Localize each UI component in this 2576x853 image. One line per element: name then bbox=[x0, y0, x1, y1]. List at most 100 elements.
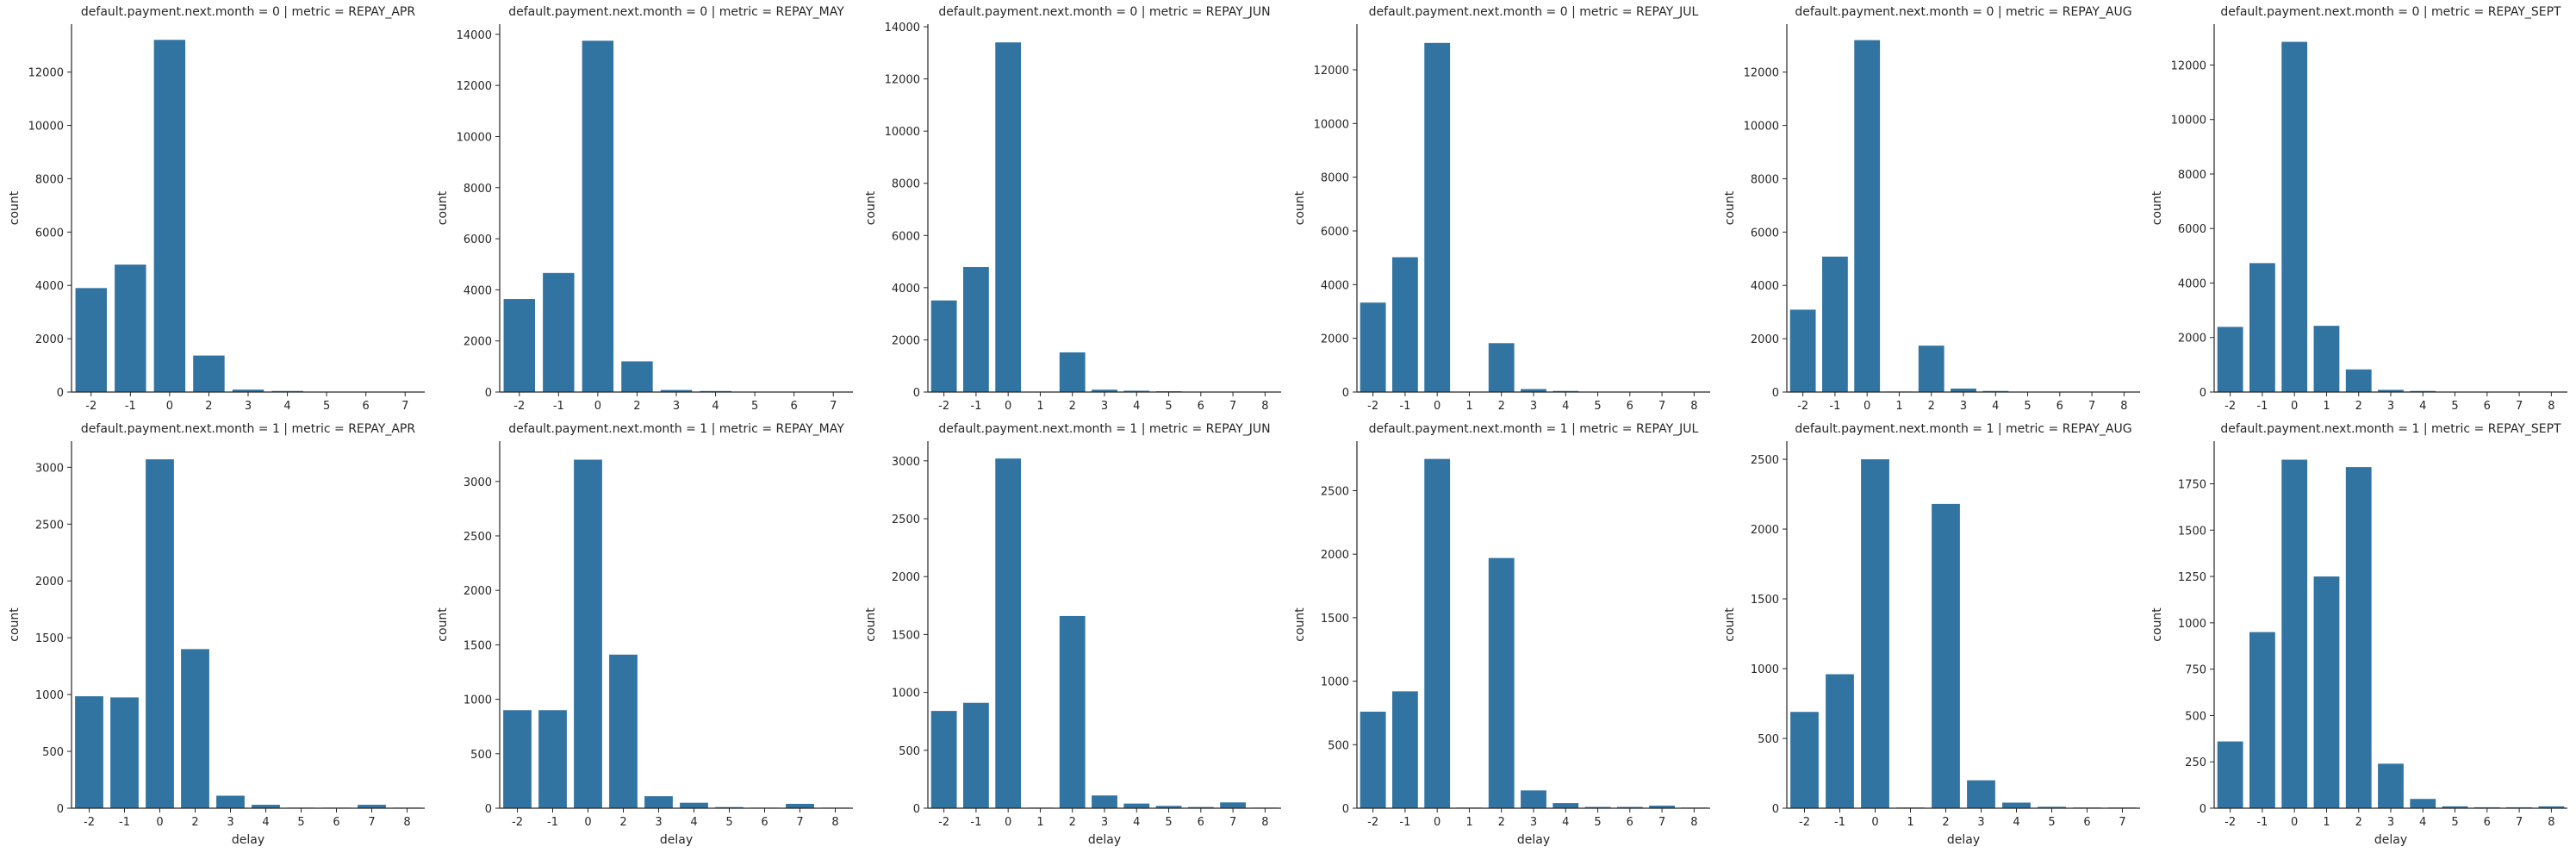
bar-8 bbox=[2538, 806, 2565, 808]
x-tick-label: 6 bbox=[1627, 400, 1633, 413]
x-tick-label: 1 bbox=[1036, 400, 1043, 413]
bar--2 bbox=[2217, 741, 2243, 808]
y-axis-label: count bbox=[864, 607, 878, 642]
y-tick-label: 4000 bbox=[1321, 279, 1349, 292]
y-tick-label: 2000 bbox=[35, 576, 64, 588]
x-tick-label: 7 bbox=[830, 400, 837, 413]
x-tick-label: 6 bbox=[363, 400, 370, 413]
bar-3 bbox=[660, 389, 693, 392]
x-tick-label: 3 bbox=[1530, 816, 1537, 829]
x-tick-label: 3 bbox=[1101, 400, 1108, 413]
x-tick-label: 3 bbox=[673, 400, 680, 413]
panel-title: default.payment.next.month = 0 | metric … bbox=[1795, 5, 2131, 19]
x-tick-label: -1 bbox=[970, 400, 981, 413]
y-tick-label: 4000 bbox=[464, 284, 492, 297]
x-tick-label: 3 bbox=[227, 816, 233, 829]
bar-3 bbox=[2378, 389, 2404, 392]
x-tick-label: 6 bbox=[761, 816, 768, 829]
y-tick-label: 0 bbox=[1342, 803, 1349, 816]
y-tick-label: 0 bbox=[57, 803, 64, 816]
x-tick-label: 5 bbox=[1594, 400, 1601, 413]
x-tick-label: -2 bbox=[1799, 816, 1810, 829]
x-axis-label: delay bbox=[1088, 833, 1121, 847]
chart-panel-3: default.payment.next.month = 0 | metric … bbox=[864, 5, 1281, 413]
y-tick-label: 12000 bbox=[28, 67, 64, 80]
bar--2 bbox=[930, 300, 957, 392]
y-tick-label: 3000 bbox=[35, 462, 64, 475]
bar-4 bbox=[2410, 390, 2436, 392]
bar-3 bbox=[1092, 795, 1117, 808]
x-axis-label: delay bbox=[660, 833, 693, 847]
bar--1 bbox=[963, 702, 989, 808]
chart-panel-2: default.payment.next.month = 0 | metric … bbox=[436, 5, 853, 413]
bar-5 bbox=[2038, 806, 2066, 808]
y-axis-label: count bbox=[8, 607, 22, 642]
bar-0 bbox=[574, 459, 602, 808]
bar-5 bbox=[1584, 806, 1611, 808]
chart-panel-12: default.payment.next.month = 1 | metric … bbox=[2150, 422, 2567, 847]
bar--1 bbox=[110, 697, 139, 808]
x-tick-label: 7 bbox=[1229, 816, 1236, 829]
x-axis-label: delay bbox=[1517, 833, 1550, 847]
y-tick-label: 2000 bbox=[2178, 333, 2206, 346]
bar--1 bbox=[1826, 674, 1854, 808]
y-tick-label: 250 bbox=[2185, 756, 2206, 769]
y-axis-label: count bbox=[8, 190, 22, 225]
x-tick-label: 7 bbox=[368, 816, 375, 829]
x-tick-label: -2 bbox=[2224, 816, 2236, 829]
chart-panel-7: default.payment.next.month = 1 | metric … bbox=[8, 422, 425, 847]
x-tick-label: 3 bbox=[2387, 816, 2394, 829]
x-tick-label: 4 bbox=[2419, 400, 2426, 413]
x-tick-label: -1 bbox=[125, 400, 136, 413]
y-tick-label: 1750 bbox=[2178, 478, 2206, 491]
y-tick-label: 8000 bbox=[2178, 169, 2206, 182]
bar--2 bbox=[1360, 302, 1386, 392]
x-tick-label: 0 bbox=[166, 400, 173, 413]
y-tick-label: 1500 bbox=[892, 629, 920, 642]
x-tick-label: -1 bbox=[1834, 816, 1845, 829]
x-tick-label: -2 bbox=[1797, 400, 1808, 413]
x-tick-label: -2 bbox=[938, 816, 949, 829]
x-tick-label: 0 bbox=[1871, 816, 1878, 829]
x-tick-label: 2 bbox=[205, 400, 212, 413]
x-tick-label: -1 bbox=[2256, 400, 2268, 413]
x-tick-label: 7 bbox=[1658, 400, 1665, 413]
chart-panel-5: default.payment.next.month = 0 | metric … bbox=[1723, 5, 2140, 413]
bar-0 bbox=[995, 458, 1022, 808]
y-tick-label: 2000 bbox=[1321, 549, 1349, 562]
bar-2 bbox=[193, 355, 225, 392]
y-tick-label: 2500 bbox=[1321, 485, 1349, 498]
y-axis-label: count bbox=[1293, 607, 1307, 642]
bar--1 bbox=[2249, 263, 2275, 392]
x-tick-label: 8 bbox=[1261, 816, 1268, 829]
y-tick-label: 0 bbox=[485, 803, 492, 816]
bar-2 bbox=[1488, 343, 1515, 392]
y-tick-label: 12000 bbox=[1744, 67, 1779, 80]
y-tick-label: 1000 bbox=[464, 694, 492, 707]
y-tick-label: 2000 bbox=[892, 571, 920, 584]
bar-2 bbox=[1059, 352, 1086, 392]
bar--1 bbox=[2249, 632, 2275, 808]
x-tick-label: 7 bbox=[1229, 400, 1236, 413]
x-axis-label: delay bbox=[2374, 833, 2407, 847]
y-tick-label: 4000 bbox=[892, 283, 920, 296]
y-tick-label: 4000 bbox=[1751, 280, 1779, 293]
bar-0 bbox=[1424, 42, 1451, 393]
panel-title: default.payment.next.month = 1 | metric … bbox=[938, 422, 1270, 436]
y-tick-label: 8000 bbox=[1751, 173, 1779, 186]
panel-title: default.payment.next.month = 0 | metric … bbox=[2220, 5, 2561, 19]
bar-7 bbox=[786, 803, 814, 808]
x-tick-label: -1 bbox=[119, 816, 130, 829]
bar--2 bbox=[2217, 327, 2243, 392]
bar-1 bbox=[2313, 326, 2340, 392]
y-tick-label: 6000 bbox=[2178, 223, 2206, 236]
x-tick-label: -1 bbox=[547, 816, 558, 829]
x-tick-label: 7 bbox=[1658, 816, 1665, 829]
bar-2 bbox=[1059, 615, 1086, 808]
x-tick-label: 3 bbox=[245, 400, 252, 413]
bar-4 bbox=[1552, 803, 1579, 808]
x-tick-label: 0 bbox=[584, 816, 591, 829]
x-tick-label: 2 bbox=[1498, 400, 1505, 413]
x-tick-label: 5 bbox=[1165, 400, 1172, 413]
